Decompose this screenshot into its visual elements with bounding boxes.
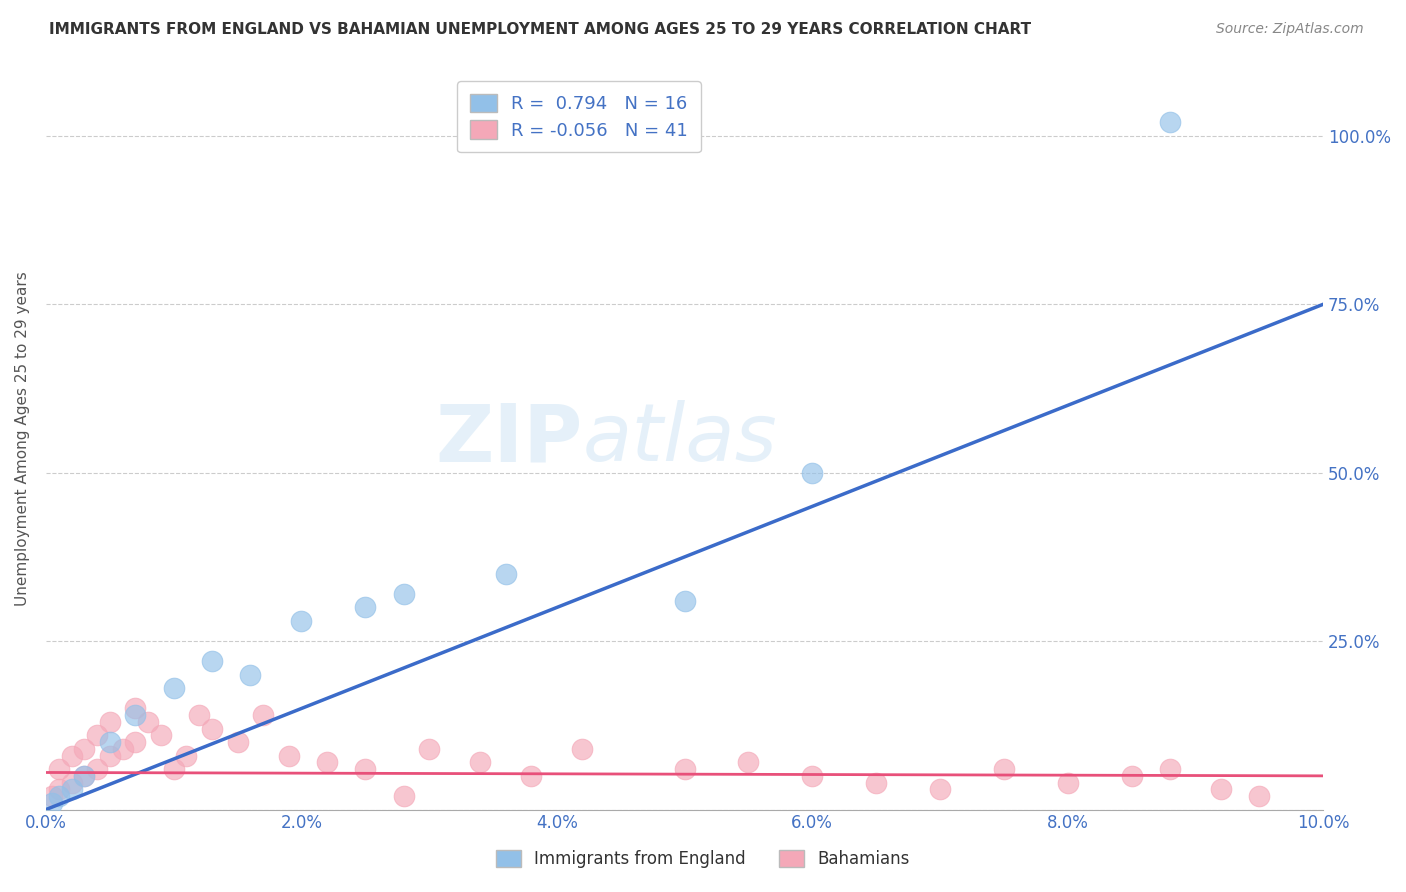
Point [277,748,299,763]
Point [571,742,593,756]
Point [865,775,887,789]
Point [993,762,1015,776]
Point [73,769,96,783]
Point [1209,782,1232,797]
Point [239,668,262,682]
Text: ZIP: ZIP [434,400,582,478]
Point [73,769,96,783]
Legend: R =  0.794   N = 16, R = -0.056   N = 41: R = 0.794 N = 16, R = -0.056 N = 41 [457,81,700,153]
Point [86,762,108,776]
Point [418,742,440,756]
Point [801,769,824,783]
Point [801,466,824,480]
Point [673,593,696,607]
Point [73,742,96,756]
Point [48,782,70,797]
Point [1056,775,1078,789]
Point [136,714,159,729]
Point [1121,769,1143,783]
Point [48,789,70,803]
Point [929,782,952,797]
Point [354,600,377,615]
Point [60,782,83,797]
Point [48,762,70,776]
Point [124,701,146,715]
Text: Source: ZipAtlas.com: Source: ZipAtlas.com [1216,22,1364,37]
Point [520,769,543,783]
Point [201,722,224,736]
Point [124,735,146,749]
Point [98,735,121,749]
Point [673,762,696,776]
Point [41,796,63,810]
Point [149,728,172,742]
Point [111,742,134,756]
Point [290,614,312,628]
Point [86,728,108,742]
Point [392,789,415,803]
Legend: Immigrants from England, Bahamians: Immigrants from England, Bahamians [489,843,917,875]
Y-axis label: Unemployment Among Ages 25 to 29 years: Unemployment Among Ages 25 to 29 years [15,272,30,607]
Text: atlas: atlas [582,400,778,478]
Point [163,762,186,776]
Point [60,748,83,763]
Point [1249,789,1271,803]
Point [495,566,517,581]
Point [252,708,274,723]
Point [188,708,211,723]
Point [201,654,224,668]
Point [1159,115,1181,129]
Point [98,714,121,729]
Point [60,775,83,789]
Point [1159,762,1181,776]
Point [163,681,186,696]
Point [98,748,121,763]
Point [354,762,377,776]
Point [392,587,415,601]
Point [176,748,198,763]
Point [737,756,759,770]
Point [470,756,492,770]
Text: IMMIGRANTS FROM ENGLAND VS BAHAMIAN UNEMPLOYMENT AMONG AGES 25 TO 29 YEARS CORRE: IMMIGRANTS FROM ENGLAND VS BAHAMIAN UNEM… [49,22,1032,37]
Point [226,735,249,749]
Point [316,756,339,770]
Point [124,708,146,723]
Point [41,789,63,803]
